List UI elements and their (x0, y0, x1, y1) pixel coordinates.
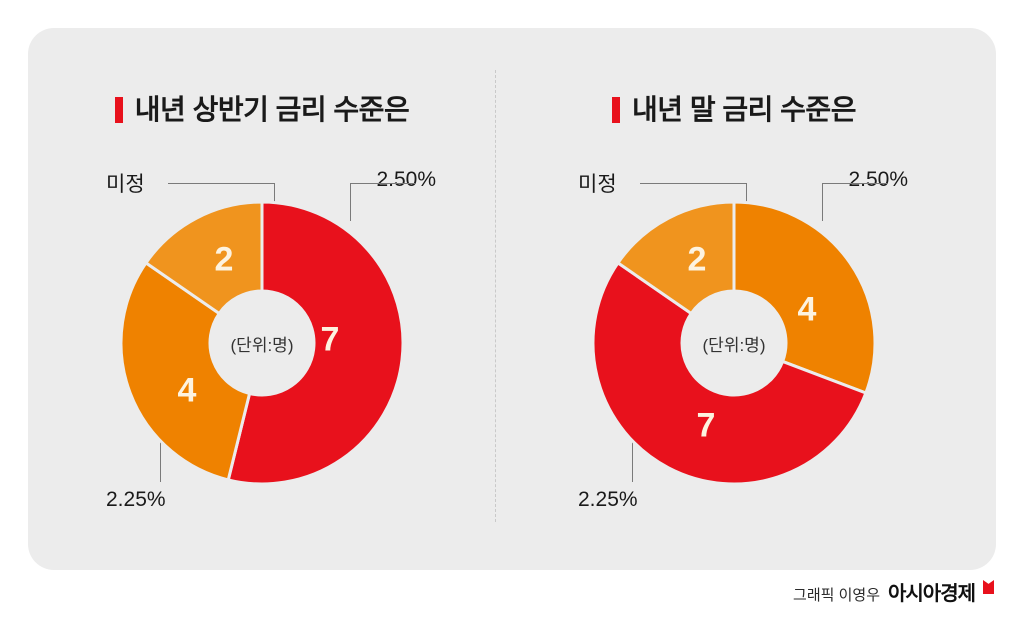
leader-line-rate-high-right-stem (822, 183, 823, 221)
donut-slice (732, 200, 877, 395)
footer-credit: 그래픽 이영우 아시아경제 (793, 577, 994, 606)
title-accent-bar (612, 97, 621, 123)
leader-line-rate-low-left-stem (160, 426, 161, 482)
donut-slice (591, 260, 868, 486)
chart-block-left: 내년 상반기 금리 수준은 미정 2.50% 2.25% (단위:명) 7 4 … (28, 28, 496, 570)
donut-slice (615, 200, 736, 316)
donut-slices-right (591, 200, 877, 486)
donut-slices-left (119, 200, 405, 486)
chart-block-right: 내년 말 금리 수준은 미정 2.50% 2.25% (단위:명) 4 7 2 (500, 28, 968, 570)
brand-name: 아시아경제 (888, 583, 976, 605)
callout-rate-high-left: 2.50% (376, 168, 436, 191)
leader-line-rate-low-right-stem (632, 426, 633, 482)
chart-title-left: 내년 상반기 금리 수준은 (28, 88, 496, 128)
donut-chart-left: (단위:명) 7 4 2 (117, 198, 407, 488)
donut-slice (119, 260, 252, 482)
callout-undecided-left: 미정 (106, 173, 145, 196)
flag-icon (983, 580, 994, 594)
donut-chart-right: (단위:명) 4 7 2 (589, 198, 879, 488)
title-accent-bar (114, 97, 123, 123)
donut-slice (143, 200, 264, 316)
callout-rate-high-right: 2.50% (848, 168, 908, 191)
chart-title-right-text: 내년 말 금리 수준은 (632, 94, 856, 125)
leader-line-undecided-left (168, 183, 274, 184)
donut-slice (226, 200, 405, 486)
callout-undecided-right: 미정 (578, 173, 617, 196)
donut-svg-left (119, 200, 405, 486)
graphic-credit-text: 그래픽 이영우 (793, 587, 880, 604)
panel-divider (495, 70, 496, 522)
chart-title-right: 내년 말 금리 수준은 (500, 88, 968, 128)
chart-title-left-text: 내년 상반기 금리 수준은 (134, 94, 410, 125)
leader-line-rate-high-left (350, 183, 416, 184)
callout-rate-low-right: 2.25% (578, 488, 638, 511)
leader-line-undecided-right (640, 183, 746, 184)
leader-line-rate-high-left-stem (350, 183, 351, 221)
donut-svg-right (591, 200, 877, 486)
leader-line-rate-high-right (822, 183, 888, 184)
callout-rate-low-left: 2.25% (106, 488, 166, 511)
